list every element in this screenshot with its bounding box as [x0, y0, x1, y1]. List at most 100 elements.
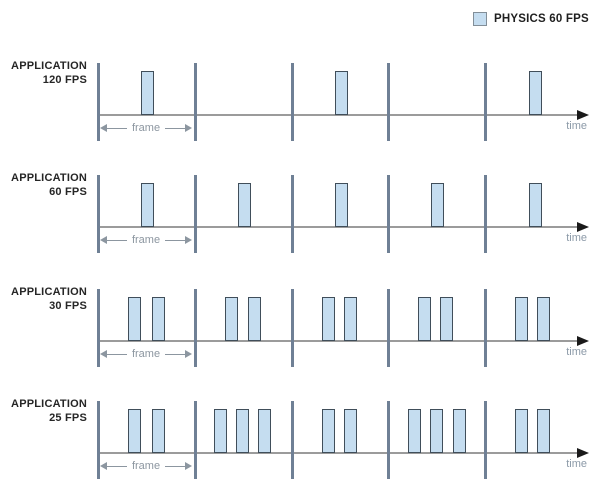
frame-tick: [387, 289, 390, 367]
physics-pulse: [408, 409, 421, 453]
time-axis-line: [98, 340, 578, 342]
frame-span-annotation: frame: [100, 459, 192, 473]
time-label: time: [566, 458, 587, 470]
timeline-row-60-fps: APPLICATION 60 FPS frame time: [0, 167, 600, 259]
legend-label: PHYSICS 60 FPS: [494, 13, 589, 25]
physics-pulse: [248, 297, 261, 341]
frame-span-line: [165, 239, 185, 241]
physics-pulse: [214, 409, 227, 453]
frame-span-annotation: frame: [100, 347, 192, 361]
arrow-right-icon: [185, 350, 192, 358]
frame-span-line: [165, 127, 185, 129]
frame-label: frame: [131, 234, 161, 246]
physics-pulse: [529, 183, 542, 227]
timeline-row-30-fps: APPLICATION 30 FPS frame time: [0, 281, 600, 373]
arrow-right-icon: [185, 462, 192, 470]
frame-label: frame: [131, 122, 161, 134]
frame-span-line: [107, 239, 127, 241]
frame-tick: [194, 63, 197, 141]
timeline-row-25-fps: APPLICATION 25 FPS frame time: [0, 393, 600, 485]
time-axis-arrowhead-icon: [577, 110, 589, 120]
time-axis-arrowhead-icon: [577, 222, 589, 232]
frame-tick: [97, 63, 100, 141]
physics-pulse: [258, 409, 271, 453]
row-label-line1: APPLICATION: [11, 60, 87, 72]
physics-pulse: [322, 297, 335, 341]
physics-pulse: [430, 409, 443, 453]
row-label: APPLICATION 30 FPS: [0, 285, 87, 313]
frame-tick: [194, 289, 197, 367]
arrow-right-icon: [185, 124, 192, 132]
frame-span-line: [107, 465, 127, 467]
frame-span-annotation: frame: [100, 121, 192, 135]
frame-tick: [97, 289, 100, 367]
frame-tick: [194, 401, 197, 479]
physics-pulse: [344, 409, 357, 453]
arrow-left-icon: [100, 462, 107, 470]
physics-pulse: [152, 297, 165, 341]
physics-pulse: [453, 409, 466, 453]
frame-tick: [291, 63, 294, 141]
physics-pulse: [141, 183, 154, 227]
frame-tick: [291, 401, 294, 479]
legend: PHYSICS 60 FPS: [473, 12, 589, 26]
frame-span-line: [107, 353, 127, 355]
time-label: time: [566, 232, 587, 244]
frame-tick: [291, 175, 294, 253]
frame-tick: [387, 175, 390, 253]
frame-tick: [97, 401, 100, 479]
row-label-line2: 120 FPS: [42, 74, 87, 86]
row-label-line2: 25 FPS: [49, 412, 87, 424]
frame-tick: [387, 63, 390, 141]
physics-pulse: [537, 409, 550, 453]
frame-tick: [484, 401, 487, 479]
frame-span-line: [107, 127, 127, 129]
frame-span-line: [165, 353, 185, 355]
row-label: APPLICATION 25 FPS: [0, 397, 87, 425]
physics-pulse: [236, 409, 249, 453]
physics-pulse: [238, 183, 251, 227]
frame-label: frame: [131, 460, 161, 472]
row-label-line1: APPLICATION: [11, 172, 87, 184]
arrow-left-icon: [100, 124, 107, 132]
physics-pulse: [128, 409, 141, 453]
physics-pulse: [440, 297, 453, 341]
frame-tick: [194, 175, 197, 253]
time-label: time: [566, 120, 587, 132]
frame-span-annotation: frame: [100, 233, 192, 247]
row-label: APPLICATION 120 FPS: [0, 59, 87, 87]
row-label-line2: 30 FPS: [49, 300, 87, 312]
physics-pulse: [344, 297, 357, 341]
physics-pulse: [431, 183, 444, 227]
frame-label: frame: [131, 348, 161, 360]
physics-pulse: [152, 409, 165, 453]
row-label-line2: 60 FPS: [49, 186, 87, 198]
frame-tick: [484, 289, 487, 367]
frame-tick: [97, 175, 100, 253]
physics-pulse: [128, 297, 141, 341]
frame-span-line: [165, 465, 185, 467]
time-axis-arrowhead-icon: [577, 336, 589, 346]
frame-tick: [387, 401, 390, 479]
physics-pulse: [225, 297, 238, 341]
physics-pulse: [322, 409, 335, 453]
timeline-row-120-fps: APPLICATION 120 FPS frame time: [0, 55, 600, 147]
physics-pulse: [418, 297, 431, 341]
frame-tick: [291, 289, 294, 367]
frame-tick: [484, 63, 487, 141]
arrow-right-icon: [185, 236, 192, 244]
arrow-left-icon: [100, 236, 107, 244]
row-label: APPLICATION 60 FPS: [0, 171, 87, 199]
row-label-line1: APPLICATION: [11, 286, 87, 298]
row-label-line1: APPLICATION: [11, 398, 87, 410]
physics-pulse: [335, 183, 348, 227]
physics-pulse: [335, 71, 348, 115]
time-axis-arrowhead-icon: [577, 448, 589, 458]
arrow-left-icon: [100, 350, 107, 358]
physics-pulse: [141, 71, 154, 115]
physics-swatch-icon: [473, 12, 487, 26]
physics-pulse: [529, 71, 542, 115]
physics-pulse: [515, 409, 528, 453]
physics-pulse: [515, 297, 528, 341]
